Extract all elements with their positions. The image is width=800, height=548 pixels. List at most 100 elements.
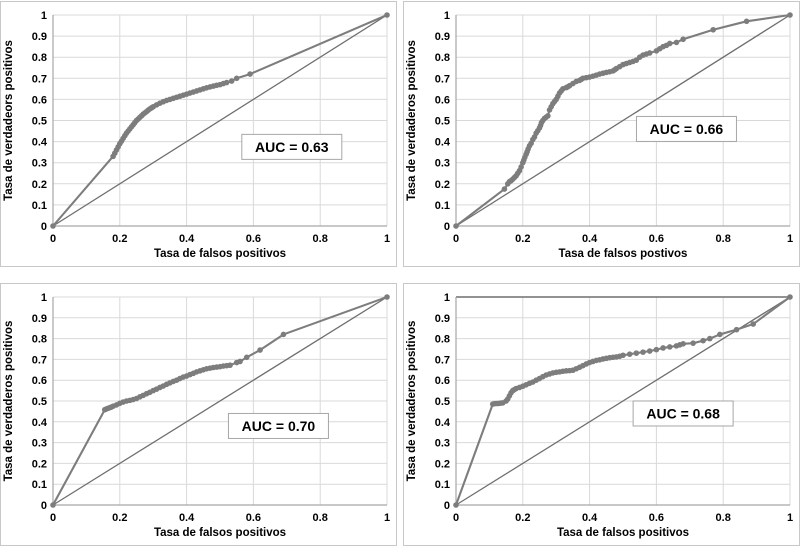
y-axis-title: Tasa de verdaderos positivos (406, 321, 418, 482)
roc-marker (750, 321, 757, 327)
roc-marker (690, 340, 696, 346)
x-tick-label: 0.4 (179, 512, 195, 524)
roc-marker (673, 39, 680, 46)
roc-marker (518, 164, 524, 170)
auc-annotation-text: AUC = 0.70 (242, 418, 316, 434)
x-tick-label: 0.4 (582, 512, 598, 524)
roc-marker (280, 331, 287, 338)
y-tick-label: 0.8 (32, 52, 47, 64)
chart-panel-top-right: 0 0.1 0.2 0.3 0.4 0.5 0.6 0.7 0.8 0.9 1 0 0.2 0.4 0.6 0… (403, 1, 800, 267)
roc-marker (646, 50, 653, 56)
y-tick-label: 0.8 (435, 52, 450, 64)
y-tick-label: 0 (41, 221, 47, 233)
y-tick-label: 0.4 (435, 417, 451, 429)
roc-marker (733, 326, 740, 333)
y-tick-label: 0 (41, 500, 47, 512)
auc-annotation-box (632, 400, 734, 427)
y-tick-label: 0.3 (435, 158, 450, 170)
chart-panel-bottom-left: 0 0.1 0.2 0.3 0.4 0.5 0.6 0.7 0.8 0.9 1 0 0.2 0.4 0.6 0… (0, 283, 397, 546)
roc-marker (666, 344, 673, 350)
y-tick-label: 0.1 (435, 479, 450, 491)
y-tick-label: 0 (444, 221, 450, 233)
roc-chart-svg-top-left: 0 0.1 0.2 0.3 0.4 0.5 0.6 0.7 0.8 0.9 1 0 0.2 0.4 0.6 0… (3, 10, 390, 260)
roc-marker (620, 352, 626, 359)
roc-marker (237, 358, 243, 365)
roc-marker (247, 71, 253, 77)
roc-marker (453, 223, 459, 229)
y-tick-label: 0.6 (435, 375, 450, 387)
x-axis-title: Tasa de falsos positivos (154, 248, 286, 260)
y-tick-label: 0.3 (435, 438, 450, 450)
y-axis-title: Tasa de verdadeors positivos (3, 40, 15, 201)
y-tick-label: 1 (41, 10, 47, 22)
roc-marker (680, 36, 686, 43)
y-tick-label: 0.5 (435, 116, 450, 128)
y-tick-label: 0.2 (435, 179, 450, 191)
x-axis-title: Tasa de falsos postivos (559, 248, 688, 260)
roc-marker (660, 345, 666, 351)
auc-annotation-box (241, 133, 343, 160)
y-tick-label: 0.5 (435, 396, 450, 408)
y-tick-label: 0.6 (435, 94, 450, 106)
x-tick-label: 1 (384, 233, 390, 245)
x-tick-label: 0 (453, 233, 459, 245)
x-tick-label: 0.6 (649, 512, 664, 524)
roc-marker (646, 348, 653, 354)
x-tick-label: 0.4 (582, 233, 598, 245)
x-tick-label: 0.6 (246, 512, 261, 524)
y-tick-label: 0 (444, 500, 450, 512)
roc-marker (707, 335, 713, 342)
roc-marker (633, 350, 640, 356)
roc-marker (787, 12, 793, 18)
y-tick-label: 0.7 (435, 73, 450, 85)
roc-marker (710, 26, 716, 33)
roc-marker (700, 337, 706, 344)
x-tick-label: 0.2 (112, 512, 127, 524)
y-tick-label: 0.4 (32, 137, 48, 149)
roc-marker (743, 18, 750, 25)
x-tick-label: 0.8 (716, 512, 731, 524)
x-tick-label: 0.4 (179, 233, 195, 245)
auc-annotation-text: AUC = 0.68 (646, 405, 720, 421)
y-tick-label: 0.5 (32, 396, 47, 408)
roc-marker (787, 294, 793, 300)
roc-marker (666, 40, 673, 47)
x-axis-title: Tasa de falsos positivos (557, 527, 689, 539)
y-tick-label: 0.5 (32, 116, 47, 128)
chart-panel-bottom-right: 0 0.1 0.2 0.3 0.4 0.5 0.6 0.7 0.8 0.9 1 0 0.2 0.4 0.6 0… (403, 283, 800, 546)
roc-marker (228, 78, 235, 84)
y-tick-label: 0.1 (32, 479, 47, 491)
y-tick-label: 0.3 (32, 438, 47, 450)
y-tick-label: 1 (41, 292, 47, 304)
y-tick-label: 0.9 (435, 313, 450, 325)
y-tick-label: 0.9 (32, 313, 47, 325)
x-tick-label: 0 (453, 512, 459, 524)
diagonal-reference-line (52, 296, 388, 506)
roc-marker (243, 354, 250, 361)
roc-marker (384, 12, 390, 18)
y-tick-label: 0.7 (32, 73, 47, 85)
roc-marker (680, 341, 686, 347)
x-tick-label: 0.2 (112, 233, 127, 245)
x-tick-label: 0.8 (716, 233, 731, 245)
y-tick-label: 0.9 (435, 31, 450, 43)
roc-curve-markers (453, 294, 793, 508)
y-tick-label: 0.6 (32, 375, 47, 387)
auc-annotation-box (227, 412, 329, 439)
y-tick-label: 0.8 (32, 334, 47, 346)
x-tick-label: 0.8 (313, 233, 328, 245)
roc-chart-svg-top-right: 0 0.1 0.2 0.3 0.4 0.5 0.6 0.7 0.8 0.9 1 0 0.2 0.4 0.6 0… (406, 10, 793, 260)
diagonal-reference-line (455, 296, 791, 506)
roc-curve-markers (50, 294, 390, 508)
roc-marker (626, 351, 633, 357)
x-tick-label: 0.2 (515, 512, 530, 524)
y-tick-label: 0.6 (32, 94, 47, 106)
y-tick-label: 1 (444, 292, 450, 304)
roc-marker (653, 346, 660, 353)
diagonal-reference-line (455, 14, 791, 227)
y-axis-title: Tasa de verdaderos positivos (3, 321, 15, 482)
x-tick-label: 0.6 (649, 233, 664, 245)
y-axis-title: Tasa de verdaderos positivos (406, 40, 418, 201)
roc-marker (545, 113, 551, 119)
